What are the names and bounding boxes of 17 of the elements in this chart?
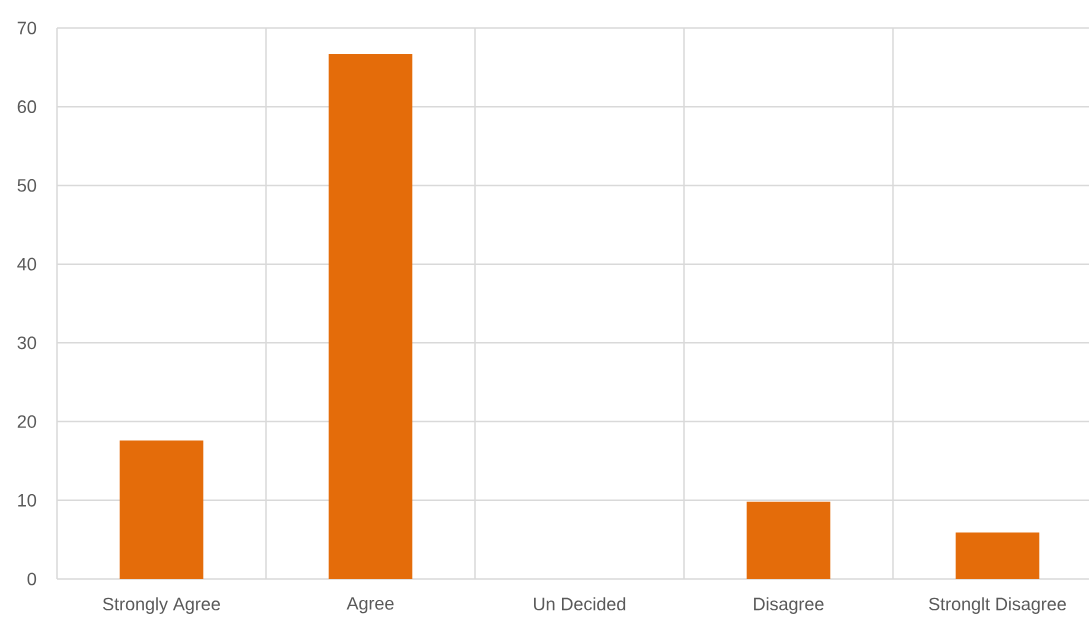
x-tick-label: Strongly Agree <box>103 597 220 614</box>
y-tick-label: 60 <box>17 100 37 114</box>
y-tick-label: 30 <box>17 336 37 350</box>
bar <box>746 501 831 579</box>
y-tick-label: 0 <box>27 572 37 586</box>
y-tick-label: 50 <box>17 179 37 192</box>
x-tick-label: Stronglt Disagree <box>929 597 1066 614</box>
x-tick-label: Agree <box>346 597 394 614</box>
bar <box>328 53 413 579</box>
y-tick-label: 40 <box>17 257 37 271</box>
y-tick-label: 70 <box>17 21 37 35</box>
y-tick-label: 10 <box>18 493 37 507</box>
bar <box>119 440 204 579</box>
x-tick-label: Disagree <box>754 597 824 614</box>
bar <box>955 532 1040 579</box>
y-tick-label: 20 <box>17 415 37 428</box>
x-tick-label: Un Decided <box>534 597 626 611</box>
